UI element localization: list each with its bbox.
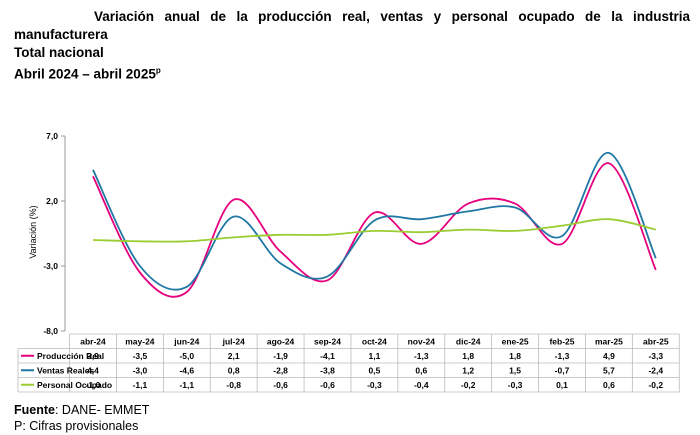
x-tick-label: ene-25 [502,337,529,347]
data-label: 3,9 [87,351,99,361]
data-label: 4,9 [603,351,615,361]
provisional-note: P: Cifras provisionales [14,419,139,433]
data-label: 0,6 [415,365,427,375]
data-label: 0,6 [603,380,615,390]
footer: Fuente: DANE- EMMET P: Cifras provisiona… [14,402,149,434]
data-label: -0,3 [508,380,523,390]
data-label: -2,8 [273,365,288,375]
x-tick-label: may-24 [125,337,155,347]
y-tick-label: -8,0 [43,326,58,336]
data-label: -0,6 [320,380,335,390]
data-label: -3,3 [648,351,663,361]
data-label: -1,3 [414,351,429,361]
x-tick-label: feb-25 [549,337,574,347]
data-label: -0,2 [461,380,476,390]
title-line-2: manufacturera [14,27,108,42]
x-tick-label: ago-24 [267,337,295,347]
x-tick-label: oct-24 [362,337,387,347]
y-tick-label: 2,0 [46,196,58,206]
x-tick-label: sep-24 [314,337,341,347]
data-label: 2,1 [228,351,240,361]
data-label: 0,1 [556,380,568,390]
y-axis: 7,0 2,0 -3,0 -8,0 [43,131,66,336]
data-label: -0,7 [555,365,570,375]
source-text: : DANE- EMMET [54,403,150,417]
data-label: 1,5 [509,365,521,375]
legend-entry: Ventas Reales [37,365,94,375]
data-table: abr-24 may-24 jun-24 jul-24 ago-24 sep-24 oct-… [17,333,680,393]
data-label: -0,8 [226,380,241,390]
chart-title: Variación anual de la producción real, v… [14,8,690,84]
x-tick-label: mar-25 [595,337,623,347]
data-label: -1,1 [179,380,194,390]
data-label: -3,8 [320,365,335,375]
data-label: -1,0 [86,380,101,390]
data-label: 0,5 [368,365,380,375]
series-line-1 [92,152,657,291]
x-tick-label: nov-24 [408,337,436,347]
x-tick-label: abr-24 [80,337,106,347]
data-label: -0,6 [273,380,288,390]
data-label: -4,6 [179,365,194,375]
y-tick-label: 7,0 [46,131,58,141]
source-line: Fuente: DANE- EMMET [14,402,149,418]
title-superscript: p [155,66,161,75]
title-period: Abril 2024 – abril 2025 [14,66,156,82]
data-label: 1,1 [368,351,380,361]
data-label: 5,7 [603,365,615,375]
data-label: 1,2 [462,365,474,375]
data-label: -1,9 [273,351,288,361]
title-line-4: Abril 2024 – abril 2025p [14,62,690,84]
data-label: -5,0 [179,351,194,361]
data-label: 4,4 [87,365,99,375]
data-label: -0,2 [648,380,663,390]
x-tick-label: abr-25 [643,337,669,347]
x-tick-label: dic-24 [456,337,481,347]
series-line-0 [92,162,657,298]
data-label: -2,4 [648,365,663,375]
data-label: -3,5 [133,351,148,361]
data-label: 1,8 [509,351,521,361]
data-label: -4,1 [320,351,335,361]
data-label: -1,3 [555,351,570,361]
data-label: 0,8 [228,365,240,375]
title-line-3: Total nacional [14,45,104,60]
series-lines [92,152,657,298]
legend-entry: Personal Ocupado [37,380,112,390]
data-label: 1,8 [462,351,474,361]
y-axis-label: Variación (%) [28,205,38,258]
data-label: -0,3 [367,380,382,390]
x-tick-label: jul-24 [222,337,245,347]
data-label: -0,4 [414,380,429,390]
source-label: Fuente [14,403,55,417]
data-label: -1,1 [133,380,148,390]
legend-entry: Producción Real [37,351,104,361]
series-line-2 [92,218,656,243]
data-label: -3,0 [133,365,148,375]
y-tick-label: -3,0 [43,261,58,271]
title-line-1: Variación anual de la producción real, v… [94,9,690,24]
x-tick-label: jun-24 [173,337,199,347]
